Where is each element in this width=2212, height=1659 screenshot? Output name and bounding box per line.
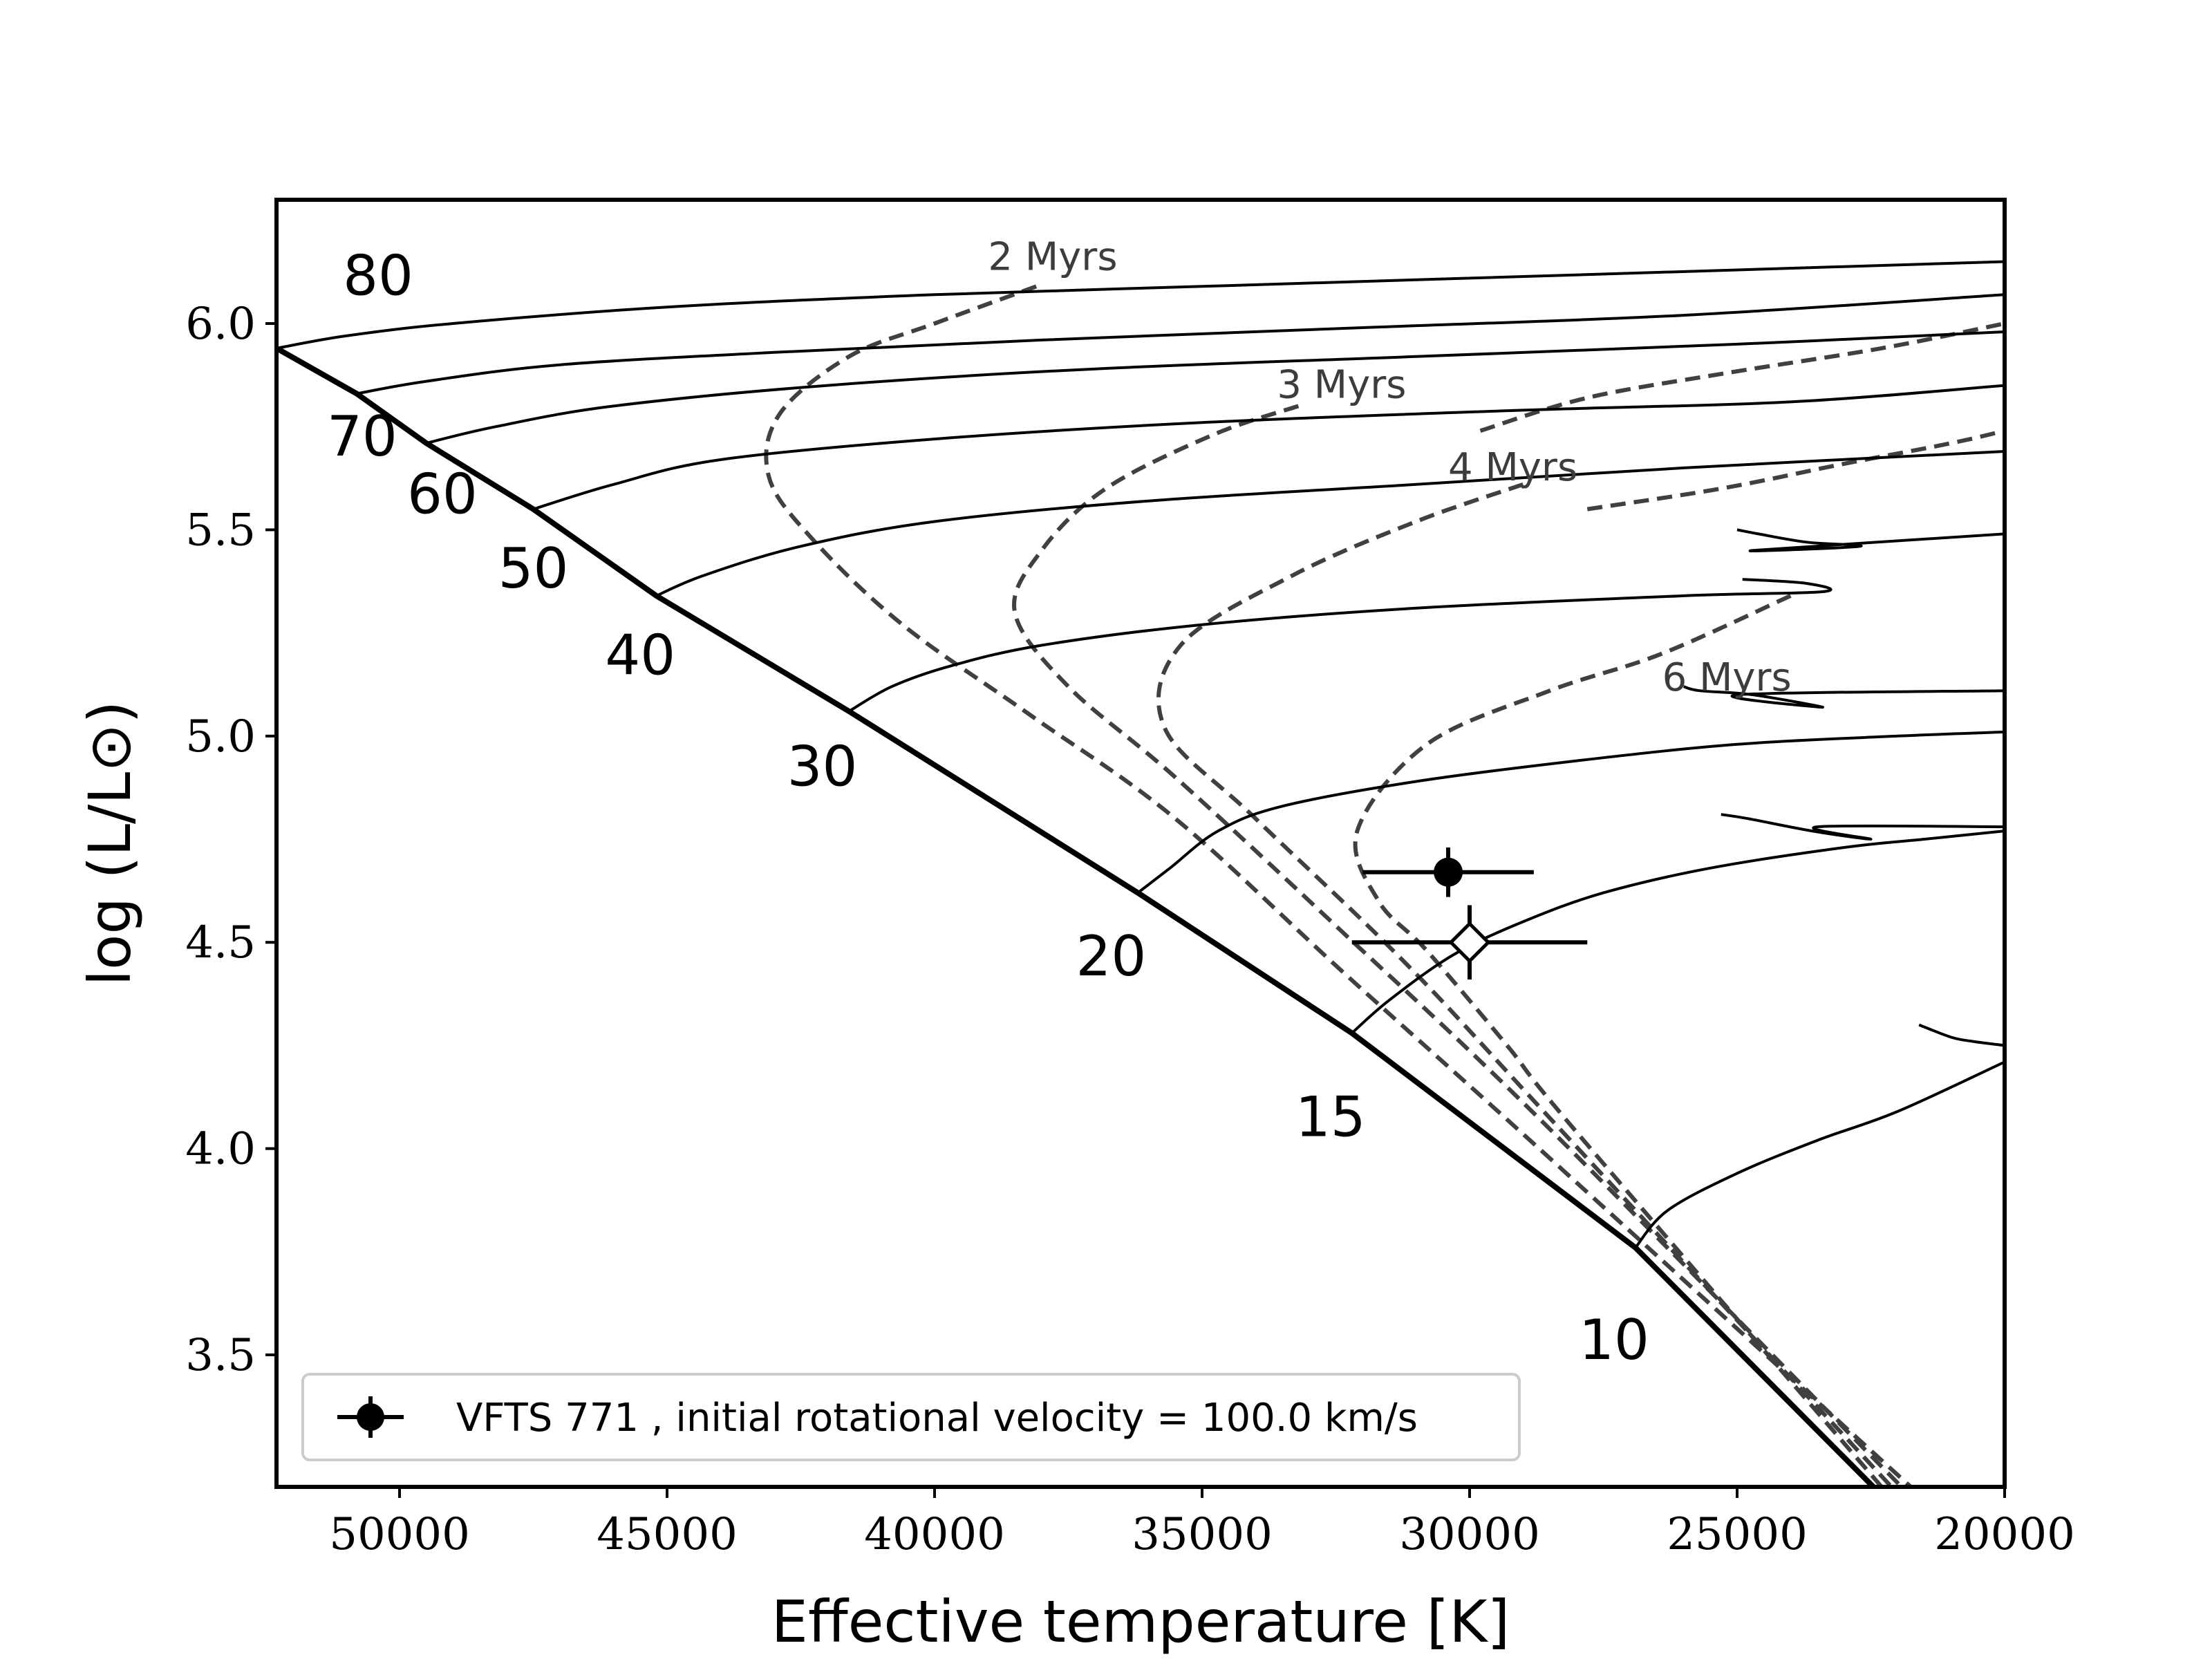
isochrone-6-myrs (1353, 594, 1885, 1487)
y-tick-label: 3.5 (185, 1330, 256, 1381)
legend-box (301, 1373, 1521, 1461)
zams-line (276, 346, 1877, 1487)
track-70-msun (356, 293, 2005, 395)
y-axis-ticks: 3.5 4.0 4.5 5.0 5.5 6.0 (185, 299, 276, 1381)
track-tail-1 (1683, 685, 2005, 709)
legend: VFTS 771 , initial rotational velocity =… (301, 1373, 1521, 1461)
x-tick-label: 25000 (1667, 1509, 1808, 1560)
x-tick-label: 20000 (1934, 1509, 2075, 1560)
isochrone-label: 6 Myrs (1662, 655, 1792, 700)
isochrone-label: 2 Myrs (988, 234, 1117, 279)
track-80-msun (276, 260, 2005, 350)
track-60-msun (426, 330, 2005, 445)
track-30-msun (848, 578, 1833, 713)
y-tick-label: 4.0 (185, 1124, 256, 1175)
isochrone-unlabeled-4 (1479, 321, 2005, 433)
isochrone-3-myrs (1012, 404, 1905, 1487)
legend-marker (337, 1396, 404, 1438)
track-mass-label: 10 (1579, 1308, 1649, 1372)
track-mass-label: 50 (498, 536, 569, 601)
x-tick-label: 45000 (597, 1509, 738, 1560)
plot-area (276, 260, 2005, 1487)
y-tick-label: 5.0 (185, 711, 256, 762)
isochrone-label: 3 Myrs (1277, 362, 1406, 407)
track-tail-3 (1918, 1023, 2005, 1047)
track-tail-2 (1721, 813, 2005, 841)
y-tick-label: 6.0 (185, 299, 256, 350)
open-diamond-point (1351, 905, 1588, 980)
track-10-msun (1634, 1060, 2005, 1249)
track-50-msun (532, 384, 2005, 511)
track-mass-label: 30 (787, 734, 858, 798)
track-mass-label: 60 (407, 462, 478, 527)
x-axis-title: Effective temperature [K] (771, 1588, 1510, 1656)
track-mass-label: 70 (327, 404, 397, 469)
y-tick-label: 4.5 (185, 917, 256, 968)
curves-layer (276, 260, 2005, 1487)
x-tick-label: 40000 (864, 1509, 1005, 1560)
x-tick-label: 50000 (329, 1509, 470, 1560)
legend-label: VFTS 771 , initial rotational velocity =… (456, 1396, 1418, 1441)
isochrone-4-myrs (1156, 482, 1895, 1487)
plot-frame (274, 198, 2007, 1489)
track-40-msun (655, 450, 2005, 597)
y-tick-label: 5.5 (185, 505, 256, 556)
track-tail-0 (1736, 528, 2005, 553)
x-tick-label: 30000 (1399, 1509, 1540, 1560)
track-20-msun (1136, 730, 2005, 894)
x-axis-ticks: 50000 45000 40000 35000 30000 25000 20000 (329, 1487, 2075, 1560)
track-15-msun (1351, 830, 2005, 1035)
isochrone-unlabeled-5 (1586, 429, 2005, 512)
vfts-771-point (1362, 847, 1534, 897)
y-axis-title: log (L/L⊙) (76, 701, 144, 986)
x-tick-label: 35000 (1132, 1509, 1273, 1560)
isochrone-2-myrs (764, 284, 1914, 1487)
data-points-layer (1351, 847, 1588, 980)
track-mass-label: 80 (343, 243, 413, 308)
track-mass-label: 40 (605, 623, 675, 687)
track-mass-label: 15 (1295, 1085, 1366, 1150)
track-mass-label: 20 (1076, 924, 1147, 988)
isochrone-label: 4 Myrs (1448, 445, 1577, 490)
